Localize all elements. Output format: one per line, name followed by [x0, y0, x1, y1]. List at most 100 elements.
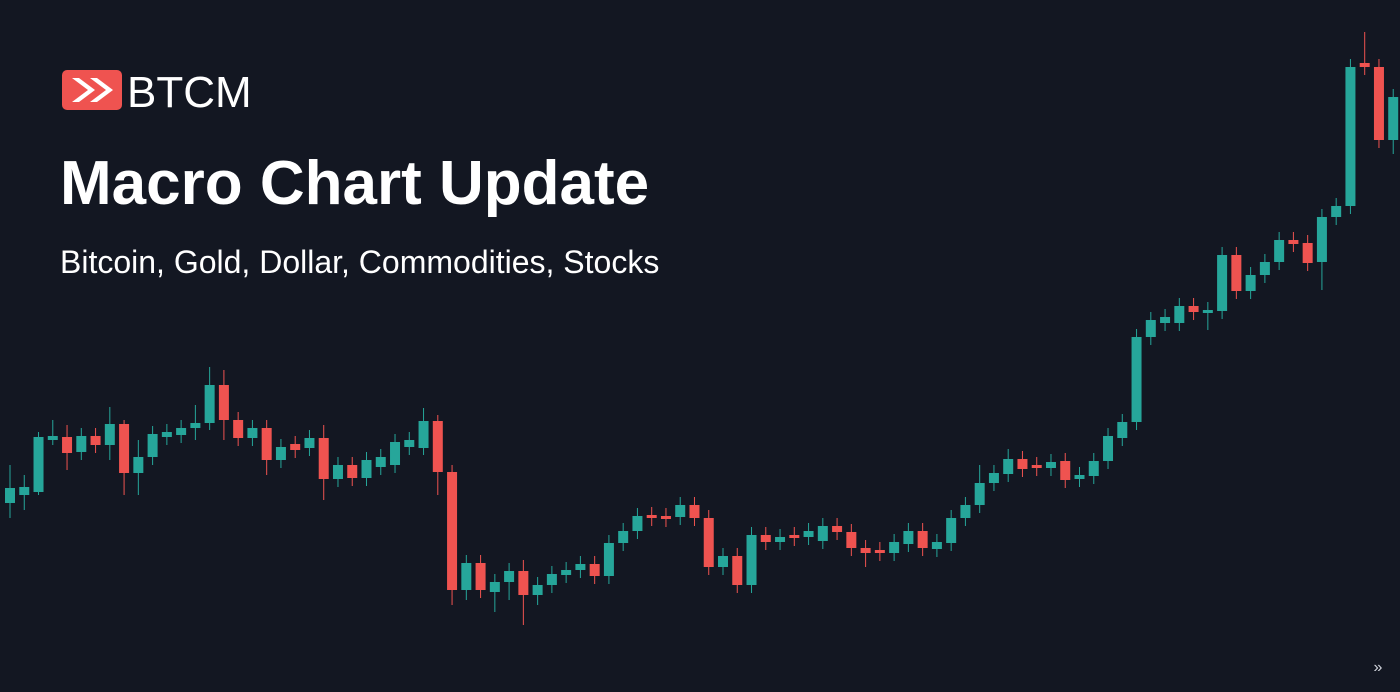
- candle-body: [119, 424, 130, 473]
- candle-body: [917, 531, 928, 548]
- candle-body: [532, 585, 543, 595]
- candle-body: [874, 550, 885, 553]
- candle-body: [261, 428, 272, 460]
- candle-body: [1060, 461, 1071, 480]
- candle-body: [475, 563, 486, 590]
- candle-body: [646, 515, 657, 518]
- candle-body: [1331, 206, 1342, 217]
- candle-body: [76, 436, 87, 452]
- candle-body: [931, 542, 942, 549]
- candle-body: [675, 505, 686, 517]
- candle-body: [689, 505, 700, 518]
- candle-body: [1274, 240, 1285, 262]
- candle-body: [1388, 97, 1399, 140]
- candle-body: [889, 542, 900, 553]
- candle-body: [133, 457, 144, 473]
- candle-body: [1188, 306, 1199, 312]
- candle-body: [318, 438, 329, 479]
- logo-text: BTCM: [127, 68, 252, 117]
- candle-body: [561, 570, 572, 575]
- candle-body: [1017, 459, 1028, 469]
- candle-body: [1231, 255, 1242, 291]
- candle-body: [404, 440, 415, 447]
- candle-body: [1088, 461, 1099, 476]
- candle-body: [546, 574, 557, 585]
- candle-body: [504, 571, 515, 582]
- title: Macro Chart Update: [60, 149, 649, 218]
- candle-body: [147, 434, 158, 457]
- candle-body: [1074, 475, 1085, 479]
- candle-body: [275, 447, 286, 460]
- candle-body: [489, 582, 500, 592]
- candle-body: [1345, 67, 1356, 206]
- candle-body: [347, 465, 358, 478]
- candles: [5, 32, 1399, 625]
- candle-body: [589, 564, 600, 576]
- candle-body: [1217, 255, 1228, 311]
- candle-body: [104, 424, 115, 445]
- candle-body: [803, 531, 814, 537]
- candle-body: [603, 543, 614, 576]
- candle-body: [518, 571, 529, 595]
- candle-body: [974, 483, 985, 505]
- candle-body: [1245, 275, 1256, 291]
- candle-body: [860, 548, 871, 553]
- candle-body: [832, 526, 843, 532]
- candle-body: [432, 421, 443, 472]
- candle-body: [1031, 465, 1042, 468]
- candle-body: [247, 428, 258, 438]
- candle-body: [1160, 317, 1171, 323]
- candle-body: [290, 444, 301, 450]
- candle-body: [390, 442, 401, 465]
- candle-body: [1288, 240, 1299, 244]
- candle-body: [1316, 217, 1327, 262]
- candle-body: [618, 531, 629, 543]
- candle-body: [703, 518, 714, 567]
- candle-body: [1373, 67, 1384, 140]
- candle-body: [1302, 243, 1313, 263]
- candle-body: [660, 516, 671, 519]
- candle-body: [161, 432, 172, 437]
- candle-body: [1045, 462, 1056, 468]
- candle-body: [332, 465, 343, 479]
- candle-body: [90, 436, 101, 445]
- candle-body: [732, 556, 743, 585]
- subtitle: Bitcoin, Gold, Dollar, Commodities, Stoc…: [60, 244, 659, 280]
- candle-body: [361, 460, 372, 478]
- candle-body: [190, 423, 201, 428]
- candle-body: [988, 473, 999, 483]
- candle-body: [746, 535, 757, 585]
- candle-body: [47, 436, 58, 440]
- candle-body: [1145, 320, 1156, 337]
- candle-body: [418, 421, 429, 448]
- candle-body: [62, 437, 73, 453]
- candle-body: [176, 428, 187, 435]
- candle-body: [946, 518, 957, 543]
- candle-body: [19, 487, 30, 495]
- candle-body: [461, 563, 472, 590]
- scroll-button[interactable]: »: [1374, 659, 1383, 676]
- candle-body: [575, 564, 586, 570]
- candle-body: [903, 531, 914, 544]
- candle-body: [233, 420, 244, 438]
- candle-body: [218, 385, 229, 420]
- candle-body: [718, 556, 728, 567]
- candle-body: [1359, 63, 1370, 67]
- candle-body: [846, 532, 857, 548]
- candle-body: [1131, 337, 1142, 422]
- candle-body: [960, 505, 971, 518]
- candle-body: [1117, 422, 1128, 438]
- candle-body: [1003, 459, 1014, 474]
- candle-body: [1259, 262, 1270, 275]
- candle-body: [304, 438, 315, 448]
- logo-chevrons: [72, 78, 113, 102]
- candle-body: [775, 537, 786, 542]
- candle-body: [789, 535, 800, 538]
- candle-body: [1174, 306, 1185, 323]
- logo: BTCM: [62, 68, 252, 117]
- candle-body: [760, 535, 771, 542]
- candle-body: [1202, 310, 1213, 313]
- candle-body: [632, 516, 643, 531]
